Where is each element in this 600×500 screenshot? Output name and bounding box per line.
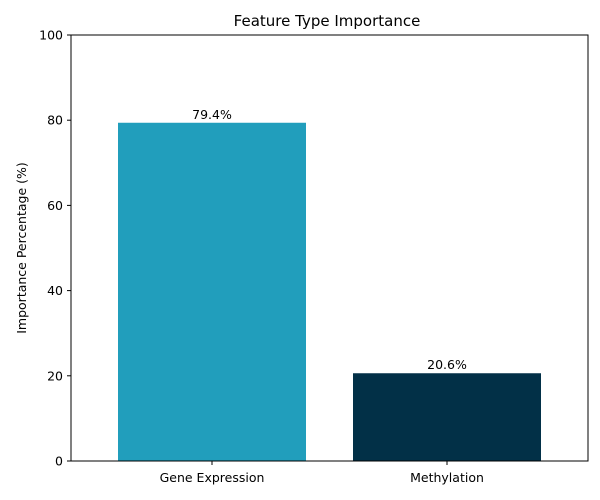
y-tick-label: 40 (47, 283, 63, 298)
bar-methylation (353, 373, 541, 461)
bar-gene-expression (118, 122, 306, 462)
y-tick-label: 20 (47, 368, 63, 383)
plot-frame (70, 34, 589, 462)
x-axis-ticks: Gene Expression Methylation (160, 461, 484, 485)
bars-group: 79.4% 20.6% (118, 107, 541, 462)
x-tick-label: Gene Expression (160, 470, 265, 485)
y-tick-label: 60 (47, 198, 63, 213)
x-tick-label: Methylation (410, 470, 484, 485)
chart-title: Feature Type Importance (234, 12, 421, 30)
y-axis-label: Importance Percentage (%) (14, 162, 29, 334)
y-axis-ticks: 0 20 40 60 80 100 (39, 28, 71, 469)
bar-value-label: 20.6% (427, 357, 467, 372)
y-tick-label: 80 (47, 113, 63, 128)
bar-value-label: 79.4% (192, 107, 232, 122)
y-tick-label: 100 (39, 28, 63, 43)
y-tick-label: 0 (55, 454, 63, 469)
